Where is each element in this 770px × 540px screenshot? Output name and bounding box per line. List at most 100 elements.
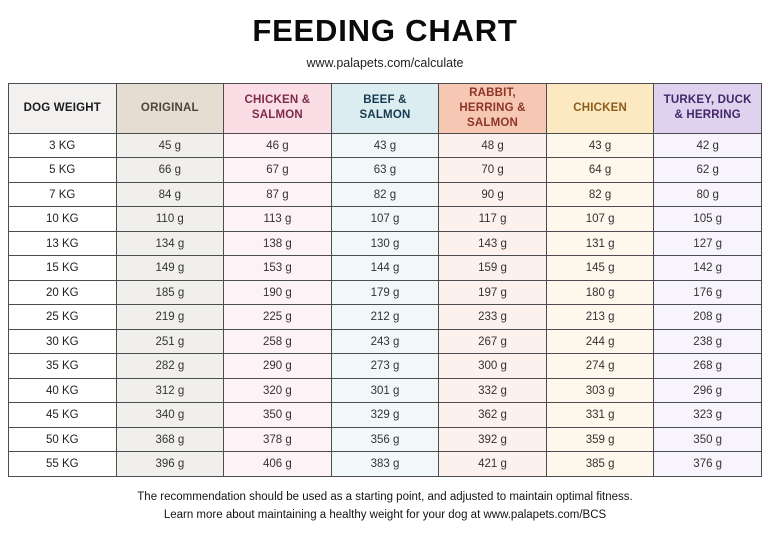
- table-row: 3 KG 45 g 46 g 43 g 48 g 43 g 42 g: [8, 132, 762, 159]
- value-cell: 144 g: [330, 255, 440, 281]
- value-cell: 340 g: [115, 402, 225, 428]
- table-row: 45 KG 340 g 350 g 329 g 362 g 331 g 323 g: [8, 402, 762, 428]
- feeding-table-container: DOG WEIGHT ORIGINAL CHICKEN & SALMON BEEF &…: [8, 83, 762, 477]
- weight-cell: 15 KG: [8, 255, 117, 281]
- table-row: 10 KG 110 g 113 g 107 g 117 g 107 g 105 g: [8, 206, 762, 232]
- value-cell: 145 g: [545, 255, 655, 281]
- value-cell: 43 g: [545, 132, 655, 159]
- value-cell: 244 g: [545, 328, 655, 355]
- value-cell: 312 g: [115, 377, 225, 404]
- value-cell: 243 g: [330, 328, 440, 355]
- value-cell: 190 g: [223, 279, 332, 306]
- value-cell: 356 g: [330, 426, 440, 453]
- value-cell: 159 g: [438, 255, 547, 281]
- value-cell: 421 g: [438, 451, 547, 477]
- value-cell: 332 g: [438, 377, 547, 404]
- value-cell: 84 g: [115, 181, 225, 208]
- value-cell: 82 g: [545, 181, 655, 208]
- table-row: 40 KG 312 g 320 g 301 g 332 g 303 g 296 g: [8, 377, 762, 404]
- value-cell: 258 g: [223, 328, 332, 355]
- weight-cell: 10 KG: [8, 206, 117, 232]
- value-cell: 359 g: [545, 426, 655, 453]
- value-cell: 208 g: [653, 304, 762, 330]
- weight-cell: 20 KG: [8, 279, 117, 306]
- page-title: FEEDING CHART: [252, 13, 518, 48]
- value-cell: 42 g: [653, 132, 762, 159]
- table-row: 7 KG 84 g 87 g 82 g 90 g 82 g 80 g: [8, 181, 762, 208]
- value-cell: 117 g: [438, 206, 547, 232]
- value-cell: 251 g: [115, 328, 225, 355]
- value-cell: 378 g: [223, 426, 332, 453]
- column-header-turkey-duck-herring: TURKEY, DUCK & HERRING: [653, 83, 762, 134]
- value-cell: 180 g: [545, 279, 655, 306]
- weight-cell: 45 KG: [8, 402, 117, 428]
- table-row: 50 KG 368 g 378 g 356 g 392 g 359 g 350 g: [8, 426, 762, 453]
- value-cell: 267 g: [438, 328, 547, 355]
- column-header-original: ORIGINAL: [115, 83, 225, 134]
- weight-cell: 55 KG: [8, 451, 117, 477]
- calculator-url: www.palapets.com/calculate: [306, 56, 464, 70]
- value-cell: 225 g: [223, 304, 332, 330]
- value-cell: 362 g: [438, 402, 547, 428]
- value-cell: 48 g: [438, 132, 547, 159]
- weight-cell: 40 KG: [8, 377, 117, 404]
- value-cell: 350 g: [223, 402, 332, 428]
- value-cell: 385 g: [545, 451, 655, 477]
- value-cell: 331 g: [545, 402, 655, 428]
- table-row: 35 KG 282 g 290 g 273 g 300 g 274 g 268 g: [8, 353, 762, 379]
- value-cell: 179 g: [330, 279, 440, 306]
- feeding-table: DOG WEIGHT ORIGINAL CHICKEN & SALMON BEEF &…: [8, 83, 762, 477]
- value-cell: 274 g: [545, 353, 655, 379]
- value-cell: 131 g: [545, 230, 655, 257]
- value-cell: 268 g: [653, 353, 762, 379]
- weight-cell: 30 KG: [8, 328, 117, 355]
- value-cell: 290 g: [223, 353, 332, 379]
- weight-cell: 7 KG: [8, 181, 117, 208]
- value-cell: 153 g: [223, 255, 332, 281]
- weight-cell: 25 KG: [8, 304, 117, 330]
- table-row: 55 KG 396 g 406 g 383 g 421 g 385 g 376 g: [8, 451, 762, 477]
- footer-line-1: The recommendation should be used as a s…: [137, 490, 633, 503]
- value-cell: 238 g: [653, 328, 762, 355]
- value-cell: 176 g: [653, 279, 762, 306]
- value-cell: 64 g: [545, 157, 655, 183]
- value-cell: 43 g: [330, 132, 440, 159]
- column-header-dog-weight: DOG WEIGHT: [8, 83, 117, 134]
- value-cell: 185 g: [115, 279, 225, 306]
- value-cell: 107 g: [330, 206, 440, 232]
- value-cell: 127 g: [653, 230, 762, 257]
- value-cell: 383 g: [330, 451, 440, 477]
- value-cell: 350 g: [653, 426, 762, 453]
- value-cell: 143 g: [438, 230, 547, 257]
- value-cell: 107 g: [545, 206, 655, 232]
- value-cell: 87 g: [223, 181, 332, 208]
- weight-cell: 3 KG: [8, 132, 117, 159]
- value-cell: 323 g: [653, 402, 762, 428]
- value-cell: 219 g: [115, 304, 225, 330]
- value-cell: 46 g: [223, 132, 332, 159]
- table-row: 13 KG 134 g 138 g 130 g 143 g 131 g 127 g: [8, 230, 762, 257]
- value-cell: 45 g: [115, 132, 225, 159]
- footer-line-2: Learn more about maintaining a healthy w…: [163, 509, 607, 522]
- value-cell: 90 g: [438, 181, 547, 208]
- value-cell: 303 g: [545, 377, 655, 404]
- value-cell: 301 g: [330, 377, 440, 404]
- value-cell: 406 g: [223, 451, 332, 477]
- value-cell: 392 g: [438, 426, 547, 453]
- value-cell: 70 g: [438, 157, 547, 183]
- weight-cell: 50 KG: [8, 426, 117, 453]
- value-cell: 396 g: [115, 451, 225, 477]
- value-cell: 105 g: [653, 206, 762, 232]
- value-cell: 80 g: [653, 181, 762, 208]
- value-cell: 142 g: [653, 255, 762, 281]
- table-row: 15 KG 149 g 153 g 144 g 159 g 145 g 142 g: [8, 255, 762, 281]
- value-cell: 300 g: [438, 353, 547, 379]
- value-cell: 376 g: [653, 451, 762, 477]
- value-cell: 368 g: [115, 426, 225, 453]
- value-cell: 63 g: [330, 157, 440, 183]
- column-header-rabbit-herring-salmon: RABBIT, HERRING & SALMON: [438, 83, 547, 134]
- weight-cell: 13 KG: [8, 230, 117, 257]
- value-cell: 282 g: [115, 353, 225, 379]
- table-row: 30 KG 251 g 258 g 243 g 267 g 244 g 238 g: [8, 328, 762, 355]
